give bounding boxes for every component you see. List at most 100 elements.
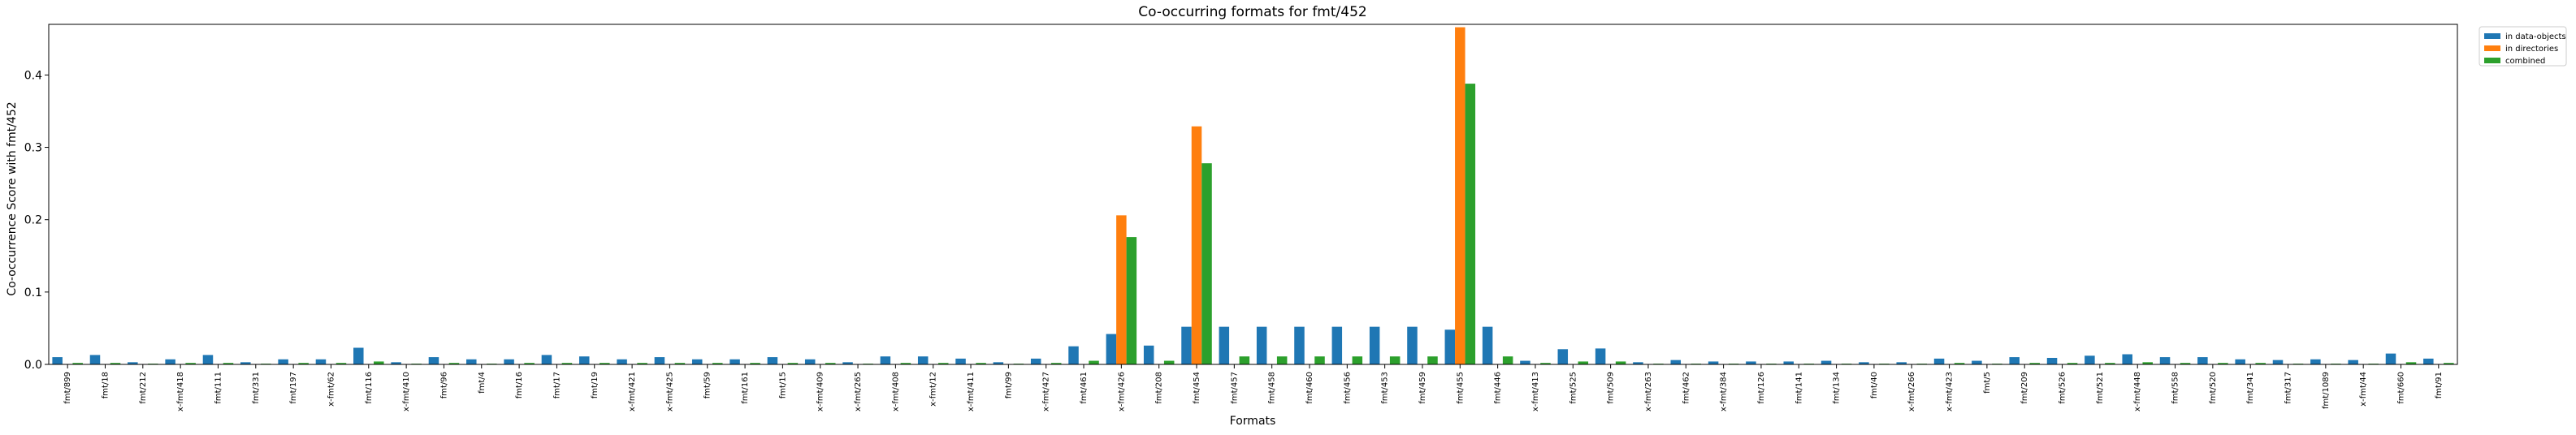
bar-2-23	[937, 363, 949, 364]
x-tick-label: x-fmt/265	[854, 372, 863, 411]
bar-0-48	[1859, 362, 1869, 364]
bar-0-8	[353, 347, 364, 364]
bar-0-25	[993, 362, 1004, 364]
x-tick-label: x-fmt/426	[1117, 372, 1126, 411]
bar-2-27	[1089, 360, 1099, 364]
y-tick-label: 0.3	[24, 142, 42, 155]
x-tick-label: fmt/456	[1343, 372, 1352, 404]
bar-0-7	[315, 359, 327, 364]
x-tick-label: x-fmt/411	[967, 372, 976, 411]
bar-0-1	[89, 355, 101, 364]
x-tick-label: fmt/111	[214, 372, 223, 404]
x-tick-label: fmt/520	[2209, 372, 2218, 404]
bar-0-51	[1972, 360, 1982, 364]
x-tick-label: fmt/208	[1155, 372, 1164, 404]
bar-0-30	[1181, 326, 1192, 364]
x-tick-label: x-fmt/44	[2359, 372, 2368, 407]
bar-0-9	[391, 362, 401, 364]
bar-0-44	[1708, 361, 1719, 364]
bar-0-59	[2272, 360, 2284, 364]
x-tick-label: fmt/209	[2020, 372, 2029, 404]
bar-2-54	[2105, 363, 2115, 364]
bar-0-45	[1746, 361, 1756, 364]
x-tick-label: fmt/521	[2096, 372, 2105, 404]
y-tick-label: 0.2	[24, 214, 42, 227]
bar-2-15	[637, 363, 647, 364]
x-tick-label: fmt/462	[1682, 372, 1691, 404]
legend-swatch-0	[2484, 33, 2500, 39]
legend-label-2: combined	[2505, 57, 2545, 66]
bar-0-42	[1633, 362, 1643, 364]
bar-2-29	[1163, 360, 1175, 364]
bar-2-37	[1465, 84, 1476, 364]
bar-0-13	[541, 355, 552, 364]
x-tick-label: fmt/141	[1795, 372, 1803, 404]
bar-0-55	[2122, 354, 2132, 364]
x-tick-label: x-fmt/418	[176, 372, 185, 411]
bar-1-30	[1191, 126, 1202, 364]
legend: in data-objects in directories combined	[2479, 26, 2567, 67]
x-tick-label: fmt/212	[139, 372, 148, 404]
bar-2-36	[1427, 356, 1438, 364]
bar-2-56	[2180, 363, 2191, 364]
bar-0-35	[1369, 326, 1380, 364]
bar-2-62	[2405, 362, 2417, 364]
bar-2-6	[298, 363, 309, 364]
bar-2-28	[1126, 237, 1137, 364]
x-tick-label: fmt/59	[704, 372, 712, 398]
bar-0-18	[730, 359, 740, 364]
bar-0-46	[1783, 361, 1794, 364]
bar-0-36	[1407, 326, 1418, 364]
x-tick-label: fmt/509	[1607, 372, 1616, 404]
bar-0-14	[578, 356, 590, 364]
x-tick-label: fmt/134	[1833, 372, 1842, 404]
bar-0-47	[1821, 360, 1832, 364]
bar-2-34	[1352, 356, 1363, 364]
bar-0-4	[202, 355, 214, 364]
x-tick-label: fmt/446	[1494, 372, 1503, 404]
bar-0-24	[955, 358, 966, 364]
bar-0-53	[2046, 357, 2058, 364]
x-tick-label: x-fmt/448	[2133, 372, 2142, 411]
bar-0-54	[2085, 355, 2095, 364]
legend-swatch-1	[2484, 45, 2500, 51]
x-tick-label: fmt/341	[2246, 372, 2255, 404]
bar-2-17	[712, 363, 723, 364]
bar-2-8	[374, 361, 384, 364]
bar-2-31	[1239, 356, 1250, 364]
y-tick-label: 0.1	[24, 286, 42, 299]
x-tick-label: fmt/461	[1080, 372, 1089, 404]
x-tick-label: fmt/5	[1983, 372, 1992, 394]
bar-1-37	[1455, 27, 1466, 364]
legend-frame	[2479, 26, 2567, 67]
y-tick-label: 0.0	[24, 359, 42, 372]
y-axis-title: Co-occurrence Score with fmt/452	[6, 101, 19, 295]
bar-2-14	[600, 363, 610, 364]
x-axis-title: Formats	[1230, 415, 1276, 428]
series-0	[52, 326, 2434, 364]
x-tick-label: fmt/197	[289, 372, 298, 404]
x-tick-label: fmt/40	[1870, 372, 1879, 398]
bar-0-23	[917, 356, 929, 364]
bar-0-34	[1331, 326, 1343, 364]
bar-0-43	[1670, 360, 1682, 364]
bar-2-7	[336, 363, 347, 364]
bar-0-3	[165, 359, 175, 364]
x-axis: fmt/899 fmt/18 fmt/212 x-fmt/418 fmt/111 fmt/…	[63, 364, 2444, 411]
bar-0-41	[1595, 348, 1606, 364]
bar-2-0	[72, 363, 83, 364]
bar-2-1	[110, 363, 121, 364]
bar-0-61	[2348, 360, 2358, 364]
bar-2-10	[448, 363, 460, 364]
bar-0-20	[804, 359, 816, 364]
bar-0-40	[1557, 349, 1569, 364]
bar-0-38	[1482, 326, 1493, 364]
bar-0-10	[428, 357, 439, 364]
x-tick-label: fmt/91	[2435, 372, 2444, 398]
x-tick-label: fmt/4	[478, 372, 487, 394]
bar-2-13	[561, 363, 573, 364]
bar-0-26	[1030, 358, 1041, 364]
x-tick-label: fmt/161	[741, 372, 750, 404]
bar-2-50	[1954, 363, 1965, 364]
x-tick-label: fmt/458	[1268, 372, 1277, 404]
